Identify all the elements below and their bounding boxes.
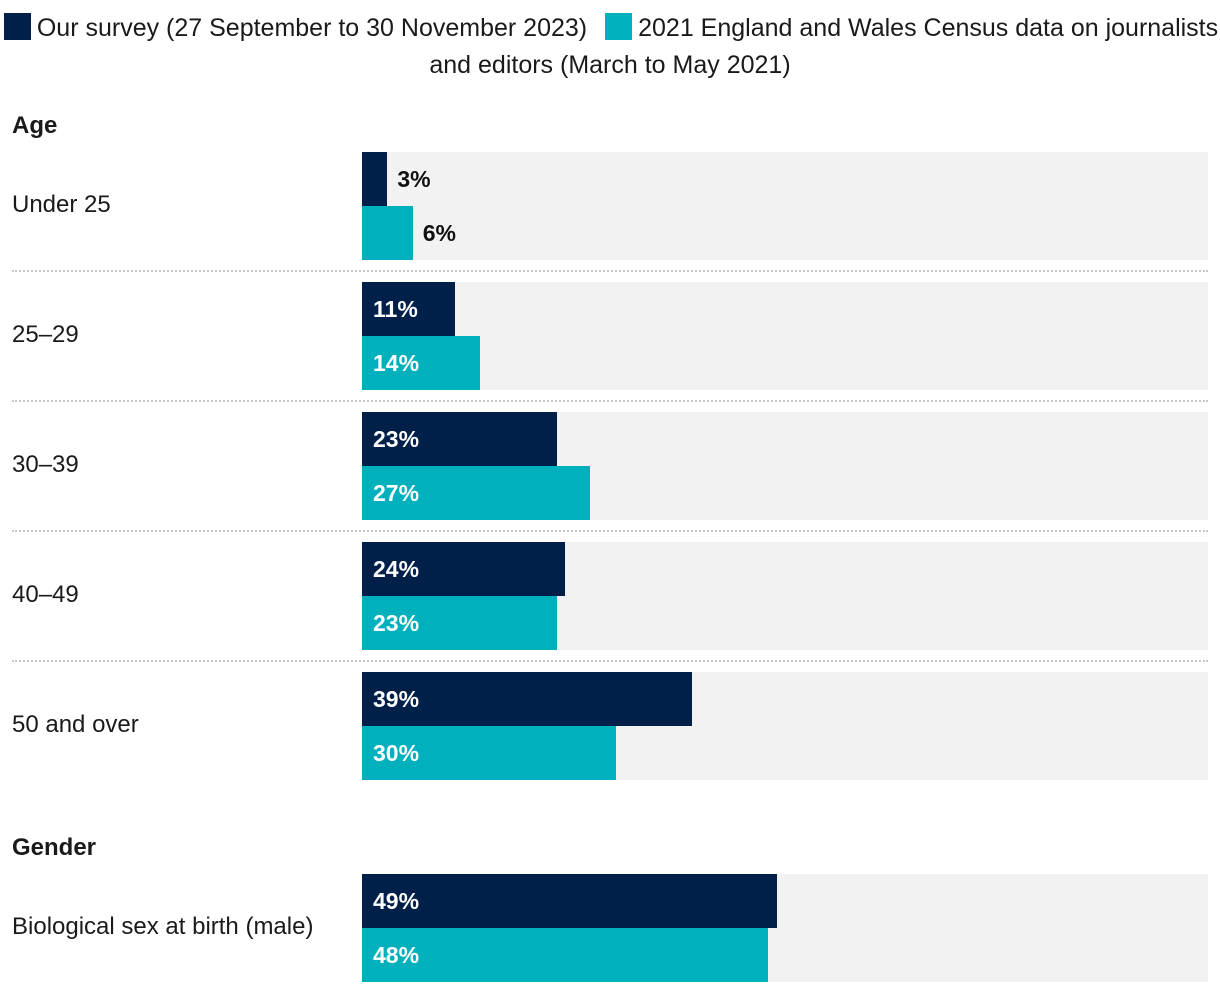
data-label-survey: 24% [373,556,420,582]
bar-track: 3% 6% [362,152,1208,260]
row-divider [12,660,1208,662]
legend-label-survey: Our survey (27 September to 30 November … [36,14,588,42]
category-label: Biological sex at birth (male) [12,913,314,940]
bar-track: 23% 27% [362,412,1208,520]
legend-item-survey: Our survey (27 September to 30 November … [2,13,588,42]
legend-item-census: 2021 England and Wales Census data on jo… [429,13,1219,79]
chart-legend: Our survey (27 September to 30 November … [0,10,1220,84]
bar-survey [362,152,388,206]
section-title-age: Age [12,112,58,139]
data-label-census: 14% [373,350,420,376]
data-label-survey: 39% [373,686,420,712]
bar-track: 11% 14% [362,282,1208,390]
bar-track: 49% 48% [362,874,1208,982]
data-label-survey: 11% [373,296,418,322]
data-label-census: 30% [373,740,420,766]
data-label-survey: 3% [397,166,431,192]
data-label-census: 27% [373,480,420,506]
bar-census [362,928,769,982]
category-label: 30–39 [12,451,79,478]
bar-census [362,206,413,260]
legend-swatch-census [605,13,633,40]
bar-survey [362,282,456,336]
data-label-census: 23% [373,610,420,636]
row-divider [12,270,1208,272]
data-label-survey: 49% [373,888,420,914]
data-label-census: 48% [373,942,420,968]
section-title-gender: Gender [12,834,97,861]
bar-survey [362,412,557,466]
bar-track: 39% 30% [362,672,1208,780]
category-label: 40–49 [12,581,79,608]
bar-census [362,336,481,390]
bar-track: 24% 23% [362,542,1208,650]
legend-label-census: 2021 England and Wales Census data on jo… [429,14,1219,79]
data-label-census: 6% [422,220,456,246]
category-label: 25–29 [12,321,79,348]
row-divider [12,400,1208,402]
row-divider [12,530,1208,532]
bar-census [362,466,591,520]
data-label-survey: 23% [373,426,420,452]
category-label: Under 25 [12,191,111,218]
bar-census [362,596,557,650]
bar-census [362,726,616,780]
bar-survey [362,542,566,596]
category-label: 50 and over [12,711,139,738]
bar-survey [362,672,692,726]
bar-survey [362,874,777,928]
legend-swatch-survey [3,13,31,40]
